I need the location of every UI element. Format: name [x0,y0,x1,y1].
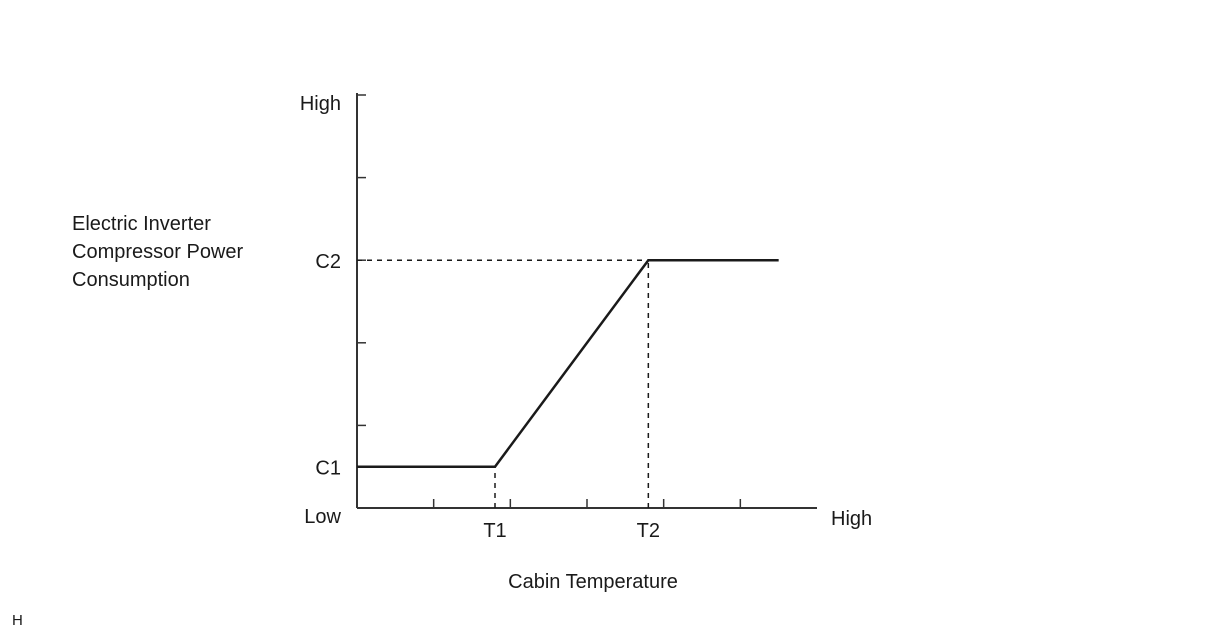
y-high-label: High [300,93,341,115]
series-line-1 [357,258,779,468]
y-axis-title-line-3: Consumption [72,269,190,291]
x-tick-label-t1: T1 [483,520,506,542]
y-axis-title: Electric Inverter Compressor Power Consu… [72,210,312,294]
x-tick-label-t2: T2 [637,520,660,542]
y-axis-title-line-2: Compressor Power [72,241,244,263]
x-axis-title: Cabin Temperature [508,571,678,593]
x-low-label: Low [304,506,341,528]
series [356,258,779,468]
y-axis-title-line-1: Electric Inverter [72,213,211,235]
axes [356,93,817,509]
corner-mark: H [12,612,23,629]
reference-lines [357,259,650,508]
y-tick-label-c2: C2 [315,251,341,273]
x-high-label: High [831,508,872,530]
y-tick-label-c1: C1 [315,458,341,480]
tick-labels: High C1 C2 Low T1 T2 High [300,93,872,542]
